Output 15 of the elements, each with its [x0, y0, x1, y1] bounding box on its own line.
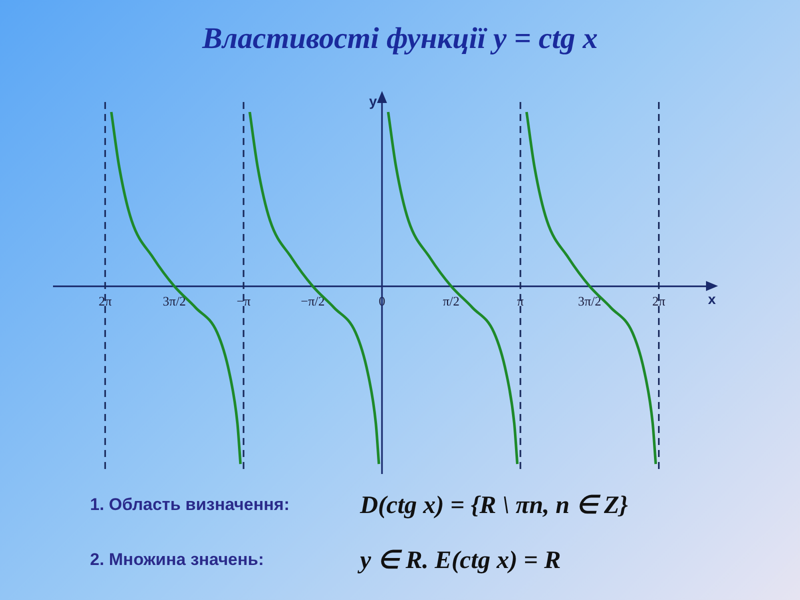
- y-axis-title: y: [369, 93, 378, 109]
- chart-title: Властивості функції y = ctg x: [201, 22, 599, 56]
- text: 1. Область визначення:: [90, 495, 291, 515]
- x-axis-title: x: [708, 291, 716, 308]
- text: y ∈ R. E(ctg x) = R: [360, 546, 561, 575]
- x-tick-label: 3π/2: [162, 293, 186, 308]
- x-tick-label: −π/2: [300, 293, 325, 308]
- text: 2. Множина значень:: [90, 550, 265, 570]
- text: D(ctg x) = {R \ πn, n ∈ Z}: [360, 491, 628, 520]
- x-tick-label: 2π: [652, 293, 666, 308]
- x-tick-label: −π: [236, 293, 251, 308]
- x-tick-label: π: [517, 293, 524, 308]
- x-tick-label: π/2: [442, 293, 460, 308]
- x-tick-label: 2π: [98, 293, 112, 308]
- x-tick-label: 3π/2: [578, 293, 602, 308]
